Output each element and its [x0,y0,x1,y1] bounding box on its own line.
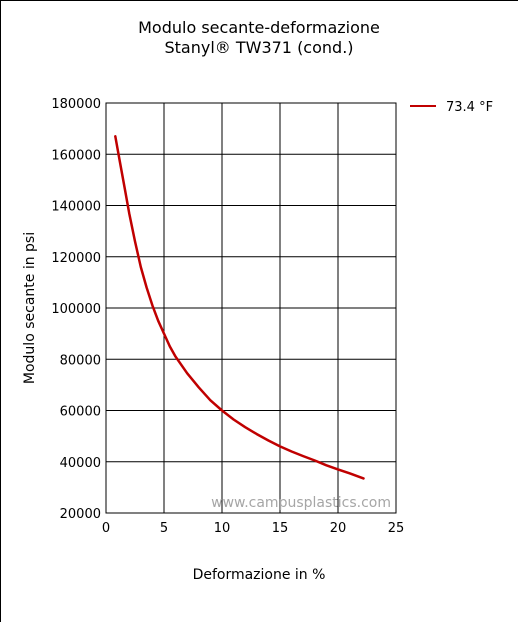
watermark-text: www.campusplastics.com [211,495,391,511]
legend: 73.4 °F [410,100,493,115]
x-tick-label: 20 [330,521,347,536]
x-axis-label: Deformazione in % [192,567,326,583]
y-tick-label: 80000 [60,353,101,368]
x-tick-label: 15 [272,521,289,536]
y-tick-label: 140000 [51,200,101,215]
series-layer [114,135,365,480]
y-axis-label: Modulo secante in psi [22,232,38,384]
legend-label: 73.4 °F [446,100,493,115]
x-tick-label: 25 [388,521,405,536]
x-tick-labels: 0 5 10 15 20 25 [102,521,404,536]
chart-subtitle: Stanyl® TW371 (cond.) [164,38,354,57]
x-tick-label: 10 [214,521,231,536]
x-tick-label: 0 [102,521,110,536]
y-tick-label: 160000 [51,148,101,163]
y-tick-label: 40000 [60,456,101,471]
plot-area [105,102,397,514]
y-tick-labels: 20000 40000 60000 80000 100000 120000 140000 16… [51,97,101,522]
grid-lines [105,102,397,514]
chart-title: Modulo secante-deformazione [138,18,380,37]
y-tick-label: 180000 [51,97,101,112]
y-tick-label: 100000 [51,302,101,317]
x-tick-label: 5 [160,521,168,536]
y-tick-label: 20000 [60,507,101,522]
y-tick-label: 60000 [60,405,101,420]
series-line [114,135,365,480]
y-tick-label: 120000 [51,251,101,266]
